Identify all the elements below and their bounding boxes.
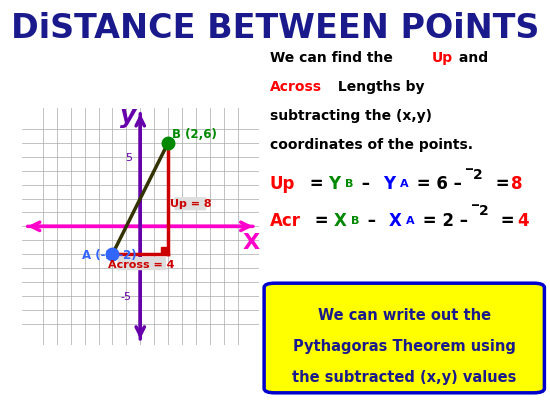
Text: Up: Up bbox=[432, 51, 453, 64]
Text: =: = bbox=[490, 175, 515, 192]
Text: X: X bbox=[334, 211, 346, 229]
Text: Across: Across bbox=[270, 80, 322, 94]
Text: = 2 –: = 2 – bbox=[417, 211, 468, 229]
Text: subtracting the (x,y): subtracting the (x,y) bbox=[270, 109, 432, 123]
Text: DiSTANCE BETWEEN POiNTS: DiSTANCE BETWEEN POiNTS bbox=[11, 12, 539, 45]
Text: Pythagoras Theorem using: Pythagoras Theorem using bbox=[293, 338, 516, 353]
Text: Up = 8: Up = 8 bbox=[169, 199, 211, 209]
Text: B: B bbox=[351, 215, 359, 225]
Text: A (-2,-2): A (-2,-2) bbox=[82, 248, 136, 261]
Text: y: y bbox=[119, 104, 136, 128]
Text: 4: 4 bbox=[517, 211, 529, 229]
Text: B (2,6): B (2,6) bbox=[172, 128, 217, 141]
Text: ‾2: ‾2 bbox=[466, 167, 483, 181]
Text: coordinates of the points.: coordinates of the points. bbox=[270, 138, 472, 152]
Text: Y: Y bbox=[383, 175, 395, 192]
Text: =: = bbox=[495, 211, 520, 229]
Text: the subtracted (x,y) values: the subtracted (x,y) values bbox=[292, 369, 516, 384]
Text: and: and bbox=[454, 51, 488, 64]
Text: =: = bbox=[309, 211, 334, 229]
Text: 8: 8 bbox=[512, 175, 523, 192]
Bar bbox=[161, 247, 168, 255]
Text: Lengths by: Lengths by bbox=[333, 80, 424, 94]
Text: = 6 –: = 6 – bbox=[411, 175, 462, 192]
FancyBboxPatch shape bbox=[174, 198, 206, 211]
Text: ‾2: ‾2 bbox=[472, 204, 488, 217]
Text: We can find the: We can find the bbox=[270, 51, 397, 64]
Text: –: – bbox=[356, 175, 376, 192]
Text: A: A bbox=[406, 215, 415, 225]
Text: X: X bbox=[389, 211, 402, 229]
Text: –: – bbox=[362, 211, 382, 229]
Text: 5: 5 bbox=[125, 152, 132, 162]
FancyBboxPatch shape bbox=[264, 284, 544, 393]
Text: Across = 4: Across = 4 bbox=[108, 259, 175, 269]
Text: Y: Y bbox=[328, 175, 340, 192]
Text: B: B bbox=[345, 179, 354, 189]
Text: -5: -5 bbox=[121, 291, 132, 301]
Text: We can write out the: We can write out the bbox=[318, 307, 491, 322]
Text: A: A bbox=[400, 179, 409, 189]
Text: Up: Up bbox=[270, 175, 295, 192]
Text: =: = bbox=[304, 175, 329, 192]
Text: Acr: Acr bbox=[270, 211, 300, 229]
Text: X: X bbox=[243, 232, 260, 252]
FancyBboxPatch shape bbox=[117, 257, 166, 271]
